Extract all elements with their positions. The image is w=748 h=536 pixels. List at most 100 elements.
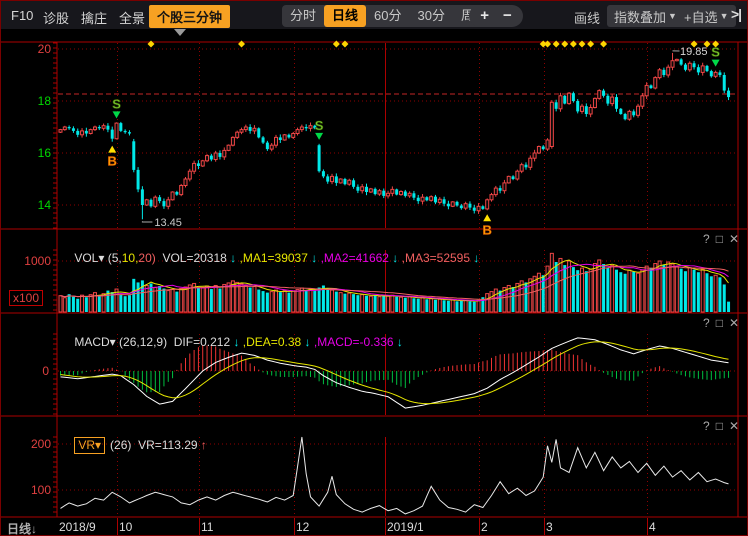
candle — [391, 189, 394, 193]
candle — [343, 179, 346, 184]
vol-bar — [624, 274, 627, 312]
vr-indicator-selector[interactable]: VR▾ — [74, 437, 105, 454]
vol-panel-header[interactable]: VOL▾ (5,10,20) VOL=20318 ↓ ,MA1=39037 ↓ … — [1, 230, 747, 249]
help-icon[interactable]: ? — [703, 314, 710, 333]
vol-bar — [343, 294, 346, 312]
maximize-icon[interactable]: □ — [716, 230, 723, 249]
candle — [637, 106, 640, 115]
readout-segment: ,MA2=41662 — [321, 251, 393, 265]
vol-bar — [456, 301, 459, 312]
close-icon[interactable]: ✕ — [729, 314, 739, 333]
sell-arrow-icon — [315, 133, 323, 140]
candle — [300, 127, 303, 130]
candle — [93, 127, 96, 130]
macd-indicator-readout: MACD▾ (26,12,9) DIF=0.212 ↓ ,DEA=0.38 ↓ … — [74, 335, 403, 349]
timeframe-axis-label[interactable]: 日线↓ — [7, 520, 37, 536]
candle — [430, 197, 433, 201]
sell-arrow-icon — [113, 111, 121, 118]
candle — [287, 135, 290, 138]
candle — [542, 147, 545, 150]
candle — [615, 97, 618, 109]
close-icon[interactable]: ✕ — [729, 417, 739, 436]
candle — [611, 97, 614, 104]
candle — [193, 163, 196, 171]
vol-bar — [305, 290, 308, 312]
vol-bar — [378, 297, 381, 312]
vol-bar — [249, 288, 252, 312]
readout-segment: VOL▾ — [74, 251, 107, 265]
candle — [494, 188, 497, 195]
candle — [706, 66, 709, 71]
vol-bar — [632, 272, 635, 312]
maximize-icon[interactable]: □ — [716, 314, 723, 333]
candle — [693, 63, 696, 67]
help-icon[interactable]: ? — [703, 230, 710, 249]
axis-label: 11 — [201, 520, 214, 534]
axis-label: 20 — [38, 42, 52, 56]
candle — [236, 132, 239, 137]
vol-bar — [279, 292, 282, 312]
vol-bar — [382, 296, 385, 312]
buy-sell-markers: BSSBS — [108, 45, 721, 238]
candle — [456, 202, 459, 206]
vol-bar — [369, 296, 372, 312]
help-icon[interactable]: ? — [703, 417, 710, 436]
candle — [438, 199, 441, 202]
maximize-icon[interactable]: □ — [716, 417, 723, 436]
candle — [352, 180, 355, 187]
candle — [145, 200, 148, 205]
candle — [589, 108, 592, 115]
axis-label: 16 — [38, 146, 52, 160]
vol-bar — [585, 271, 588, 312]
candle — [171, 192, 174, 200]
candle — [348, 180, 351, 184]
macd-panel-header[interactable]: MACD▾ (26,12,9) DIF=0.212 ↓ ,DEA=0.38 ↓ … — [1, 314, 747, 333]
volume-unit-label: x100 — [9, 290, 43, 306]
vr-panel-header[interactable]: VR▾(26) VR=113.29 ↑ ? □ ✕ — [1, 417, 747, 436]
candle — [296, 130, 299, 134]
candle — [81, 131, 84, 135]
candle — [451, 202, 454, 206]
vol-bar — [602, 264, 605, 312]
close-icon[interactable]: ✕ — [729, 230, 739, 249]
vol-bar — [486, 294, 489, 312]
candle — [227, 145, 230, 150]
vol-bar — [533, 276, 536, 312]
readout-segment: (26) — [110, 438, 138, 452]
candle — [550, 102, 553, 146]
candle — [490, 195, 493, 200]
vol-bar — [270, 292, 273, 312]
readout-segment: ↓ — [305, 335, 314, 349]
vol-bar — [572, 267, 575, 312]
candle — [412, 193, 415, 197]
candle — [546, 140, 549, 149]
readout-segment: ,MACD=-0.336 — [314, 335, 397, 349]
vol-bar — [395, 297, 398, 312]
candle — [464, 204, 467, 208]
vol-bar — [145, 285, 148, 312]
vol-bar — [361, 295, 364, 312]
axis-label: 2 — [481, 520, 488, 534]
vol-bar — [615, 270, 618, 312]
vol-bar — [244, 285, 247, 312]
candle — [598, 91, 601, 99]
readout-segment: 20) — [138, 251, 162, 265]
candle — [662, 70, 665, 75]
readout-segment: ↓ — [233, 335, 242, 349]
vol-bar — [287, 293, 290, 312]
candle — [137, 170, 140, 190]
candle — [102, 126, 105, 129]
candle — [654, 78, 657, 88]
vol-bar — [201, 288, 204, 312]
candle — [529, 158, 532, 167]
axis-label: 10 — [119, 520, 133, 534]
candle — [339, 179, 342, 183]
candle — [128, 132, 131, 133]
axis-label: 4 — [649, 520, 656, 534]
vol-bar — [171, 290, 174, 312]
candle — [356, 187, 359, 191]
vol-bar — [283, 291, 286, 312]
vol-bar — [434, 300, 437, 312]
candle — [175, 192, 178, 195]
candle — [417, 198, 420, 201]
